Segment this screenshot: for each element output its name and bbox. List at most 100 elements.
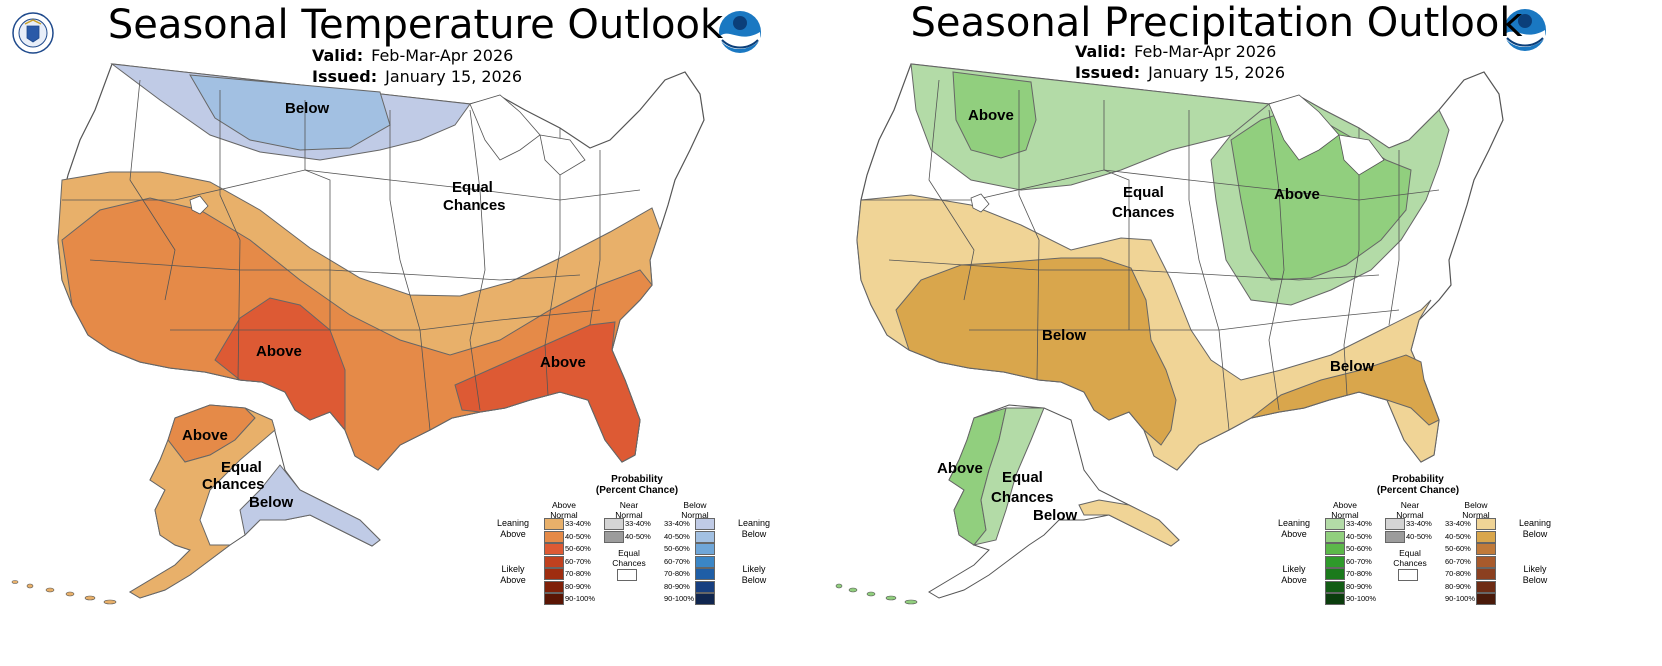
legend-swatch (604, 518, 624, 530)
legend-swatch (1325, 580, 1345, 593)
state-lines (62, 79, 641, 431)
legend-likely-below: Likely Below (1522, 564, 1548, 585)
legend-range-label: 60-70% (565, 556, 591, 566)
legend-swatch (1325, 543, 1345, 555)
legend-col-near: Near Normal (615, 500, 643, 520)
temperature-outlook-panel: Below Equal Chances Above Above Above Eq… (11, 2, 771, 605)
label-above-southwest: Above (256, 343, 302, 360)
noaa-logo-icon (719, 11, 761, 53)
legend-swatch (1476, 593, 1496, 605)
legend-range-label: 80-90% (1445, 581, 1471, 591)
label-equal-1: Equal (1123, 184, 1164, 201)
legend-range-label: 90-100% (664, 594, 695, 603)
legend-equal-swatch (617, 569, 637, 581)
label-below-southwest: Below (1042, 327, 1087, 344)
label-ak-equal-2: Chances (991, 489, 1054, 506)
legend-range-label: 50-60% (664, 544, 690, 553)
temperature-title: Seasonal Temperature Outlook (107, 2, 724, 48)
precipitation-legend: Probability (Percent Chance) Above Normal … (1273, 474, 1563, 614)
legend-swatch (695, 555, 715, 568)
legend-range-label: 33-40% (1346, 519, 1372, 528)
above-region-southwest-dark (214, 297, 346, 432)
valid-label: Valid: (312, 46, 364, 65)
legend-swatch (695, 580, 715, 593)
legend-range-label: 70-80% (664, 569, 690, 578)
legend-equal-swatch (1398, 569, 1418, 581)
legend-range-label: 40-50% (664, 531, 690, 541)
legend-range-label: 40-50% (1346, 531, 1372, 541)
legend-range-label: 33-40% (625, 519, 651, 528)
alaska-above-light (972, 407, 1045, 546)
legend-title: Probability (Percent Chance) (595, 474, 679, 496)
below-southwest-dark (895, 257, 1177, 446)
aleutian-islands (835, 583, 918, 605)
above-northwest-dark (952, 71, 1037, 159)
label-ak-below: Below (1033, 507, 1078, 524)
valid-value: Feb-Mar-Apr 2026 (1134, 42, 1277, 61)
label-below-southeast: Below (1330, 358, 1375, 375)
legend-swatch (544, 530, 564, 543)
noaa-logo-icon (1504, 9, 1546, 51)
legend-swatch (544, 555, 564, 568)
label-equal-2: Chances (443, 197, 506, 214)
legend-swatch (544, 593, 564, 605)
great-salt-lake (189, 195, 209, 215)
legend-range-label: 33-40% (1406, 519, 1432, 528)
legend-col-below: Below Normal (1462, 500, 1490, 520)
legend-swatch (1476, 530, 1496, 543)
legend-swatch (1476, 543, 1496, 555)
legend-col-above: Above Normal (1331, 500, 1359, 520)
below-southeast-dark (1250, 354, 1440, 426)
legend-title: Probability (Percent Chance) (1376, 474, 1460, 496)
legend-leaning-above: Leaning Above (496, 518, 530, 539)
label-ak-equal-2: Chances (202, 476, 265, 493)
temperature-issued: Issued: January 15, 2026 (312, 66, 522, 88)
legend-range-label: 40-50% (1445, 531, 1471, 541)
legend-swatch (1325, 530, 1345, 543)
legend-swatch (1476, 580, 1496, 593)
legend-range-label: 90-100% (565, 594, 596, 603)
label-above-east: Above (1274, 186, 1320, 203)
great-lakes (1268, 94, 1385, 176)
legend-range-label: 50-60% (1346, 544, 1372, 553)
label-equal-2: Chances (1112, 204, 1175, 221)
legend-swatch (544, 543, 564, 555)
legend-range-label: 60-70% (664, 556, 690, 566)
legend-swatch (544, 518, 564, 530)
legend-swatch (544, 580, 564, 593)
legend-swatch (695, 543, 715, 555)
label-ak-above: Above (182, 427, 228, 444)
label-ak-equal-1: Equal (1002, 469, 1043, 486)
temperature-valid: Valid: Feb-Mar-Apr 2026 (312, 45, 513, 67)
legend-range-label: 33-40% (1445, 519, 1471, 528)
legend-range-label: 80-90% (565, 581, 591, 591)
label-equal-1: Equal (452, 179, 493, 196)
precipitation-valid: Valid: Feb-Mar-Apr 2026 (1075, 41, 1276, 63)
legend-swatch (1385, 518, 1405, 530)
legend-col-near: Near Normal (1396, 500, 1424, 520)
legend-range-label: 60-70% (1346, 556, 1372, 566)
legend-swatch (695, 568, 715, 580)
great-salt-lake (970, 193, 990, 213)
legend-swatch (604, 530, 624, 543)
legend-range-label: 60-70% (1445, 556, 1471, 566)
legend-range-label: 50-60% (565, 544, 591, 553)
legend-range-label: 50-60% (1445, 544, 1471, 553)
legend-likely-above: Likely Above (500, 564, 526, 585)
legend-swatch (695, 518, 715, 530)
legend-swatch (695, 530, 715, 543)
legend-swatch (1476, 555, 1496, 568)
legend-swatch (1476, 568, 1496, 580)
legend-col-above: Above Normal (550, 500, 578, 520)
label-above-northwest: Above (968, 107, 1014, 124)
legend-range-label: 90-100% (1346, 594, 1377, 603)
legend-range-label: 90-100% (1445, 594, 1476, 603)
legend-swatch (1325, 555, 1345, 568)
legend-leaning-below: Leaning Below (737, 518, 771, 539)
precipitation-title: Seasonal Precipitation Outlook (910, 0, 1523, 46)
commerce-seal-icon (12, 12, 54, 54)
legend-range-label: 33-40% (664, 519, 690, 528)
label-ak-equal-1: Equal (221, 459, 262, 476)
alaska-above-light (129, 407, 276, 599)
aleutian-islands (11, 580, 117, 605)
